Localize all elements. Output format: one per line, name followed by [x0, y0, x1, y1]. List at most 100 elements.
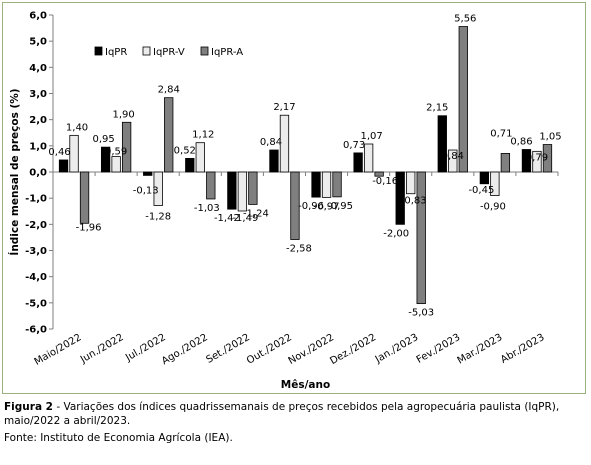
- x-tick-label: Dez./2022: [328, 332, 378, 367]
- data-label: -0,83: [401, 196, 427, 207]
- data-label: -1,03: [194, 203, 220, 214]
- bar-iqpr: [227, 171, 237, 210]
- y-tick-label: -5,0: [25, 298, 47, 309]
- bar-chart: 6,0 5,0 4,0 3,0 2,0 1,0 0,0 -1,0 -2,0 -3,0 -4,0 -5,…: [8, 11, 562, 392]
- x-tick-label: Maio/2022: [33, 332, 84, 368]
- data-label: -0,96: [298, 201, 324, 212]
- x-tick-label: Fev./2023: [415, 332, 463, 366]
- x-tick-label: Jun./2022: [78, 332, 126, 366]
- x-tick-label: Out./2022: [245, 332, 294, 367]
- bar-iqpr: [269, 149, 279, 173]
- data-label: -1,96: [76, 222, 102, 233]
- bar-iqpr-a: [206, 171, 216, 200]
- y-tick-label: 2,0: [29, 115, 47, 126]
- bar-iqpr: [395, 171, 405, 225]
- y-tick-label: -1,0: [25, 194, 47, 205]
- bar-iqpr-a: [164, 97, 174, 173]
- bar-iqpr-a: [290, 171, 300, 240]
- bar-iqpr: [100, 146, 111, 173]
- bar-iqpr-a: [121, 121, 132, 173]
- legend-label: IqPR-V: [153, 47, 185, 58]
- y-tick-label: -6,0: [25, 325, 47, 336]
- bar-iqpr: [185, 157, 195, 173]
- bar-iqpr-a: [542, 144, 553, 173]
- x-axis-title: Mês/ano: [281, 379, 330, 391]
- data-label: -0,90: [480, 202, 506, 213]
- data-label: 0,46: [48, 147, 70, 158]
- x-tick-label: Jan./2023: [373, 332, 420, 366]
- bar-iqpr: [479, 171, 490, 185]
- data-label: -0,13: [133, 185, 159, 196]
- data-label: 1,12: [192, 130, 214, 141]
- y-tick-label: 3,0: [29, 89, 47, 100]
- data-label: 0,73: [343, 140, 365, 151]
- legend-swatch: [94, 46, 103, 56]
- bar-iqpr-v: [490, 171, 500, 196]
- bar-iqpr-v: [153, 171, 163, 206]
- data-label: 5,56: [454, 14, 476, 25]
- legend-swatch: [200, 46, 209, 56]
- x-tick-label: Nov./2022: [287, 332, 336, 367]
- data-label: 0,71: [490, 128, 512, 139]
- bar-iqpr: [58, 159, 69, 173]
- chart-frame: 6,0 5,0 4,0 3,0 2,0 1,0 0,0 -1,0 -2,0 -3,0 -4,0 -5,…: [2, 2, 586, 394]
- data-label: -2,58: [286, 244, 312, 255]
- data-label: 0,84: [442, 151, 464, 162]
- data-label: 0,52: [174, 145, 196, 156]
- bar-iqpr-a: [416, 171, 426, 305]
- x-tick-label: Ago./2022: [160, 332, 210, 367]
- data-label: -0,95: [327, 201, 353, 212]
- bar-iqpr: [353, 152, 363, 173]
- bar-iqpr: [143, 171, 153, 176]
- bar-iqpr-v: [111, 156, 121, 173]
- data-label: 0,79: [526, 152, 548, 163]
- data-label: 1,40: [66, 122, 88, 133]
- y-tick-label: 5,0: [29, 37, 47, 48]
- data-label: 0,86: [510, 136, 532, 147]
- y-tick-label: 6,0: [29, 11, 47, 22]
- bar-iqpr-v: [279, 114, 290, 173]
- bar-iqpr-a: [79, 171, 90, 224]
- figure-caption: Figura 2 - Variações dos índices quadris…: [4, 400, 586, 428]
- bar-iqpr-v: [448, 149, 458, 173]
- bar-iqpr-a: [374, 171, 384, 177]
- data-label: -1,28: [145, 211, 171, 222]
- caption-label: Figura 2: [4, 401, 53, 413]
- bar-iqpr-v: [363, 143, 374, 173]
- y-tick-label: 1,0: [29, 141, 47, 152]
- data-label: -0,16: [372, 176, 398, 187]
- data-label: 2,15: [426, 103, 448, 114]
- bar-iqpr-a: [500, 153, 511, 173]
- data-label: -2,00: [383, 228, 409, 239]
- caption-text: - Variações dos índices quadrissemanais …: [4, 401, 560, 427]
- x-tick-label: Set./2022: [204, 332, 251, 366]
- data-label: 1,07: [360, 131, 382, 142]
- data-label: 0,59: [105, 147, 127, 158]
- x-tick-label: Abr./2023: [499, 332, 546, 366]
- y-tick-label: -2,0: [25, 220, 47, 231]
- data-label: -1,42: [214, 213, 240, 224]
- y-tick-label: 4,0: [29, 63, 47, 74]
- bar-iqpr-a: [248, 171, 258, 205]
- y-tick-label: -4,0: [25, 272, 47, 283]
- bar-iqpr-a: [332, 171, 342, 198]
- figure-source: Fonte: Instituto de Economia Agrícola (I…: [4, 432, 233, 444]
- legend-swatch: [142, 46, 151, 56]
- y-tick-label: -3,0: [25, 246, 47, 257]
- y-axis-title: Índice mensal de preços (%): [8, 88, 21, 255]
- data-label: -5,03: [408, 308, 434, 319]
- legend-label: IqPR: [105, 47, 127, 58]
- bar-iqpr: [521, 149, 532, 173]
- y-tick-label: 0,0: [29, 168, 47, 179]
- data-label: -1,24: [243, 208, 269, 219]
- data-label: -1,49: [232, 213, 258, 224]
- bar-iqpr: [437, 115, 447, 173]
- data-label: 0,95: [92, 134, 114, 145]
- data-label: 1,05: [539, 132, 561, 143]
- bar-iqpr-v: [321, 171, 332, 198]
- data-label: 2,84: [158, 85, 180, 96]
- legend-label: IqPR-A: [211, 47, 243, 58]
- bar-iqpr-v: [237, 171, 248, 212]
- bar-iqpr-v: [532, 150, 542, 173]
- bar-iqpr-v: [406, 171, 416, 195]
